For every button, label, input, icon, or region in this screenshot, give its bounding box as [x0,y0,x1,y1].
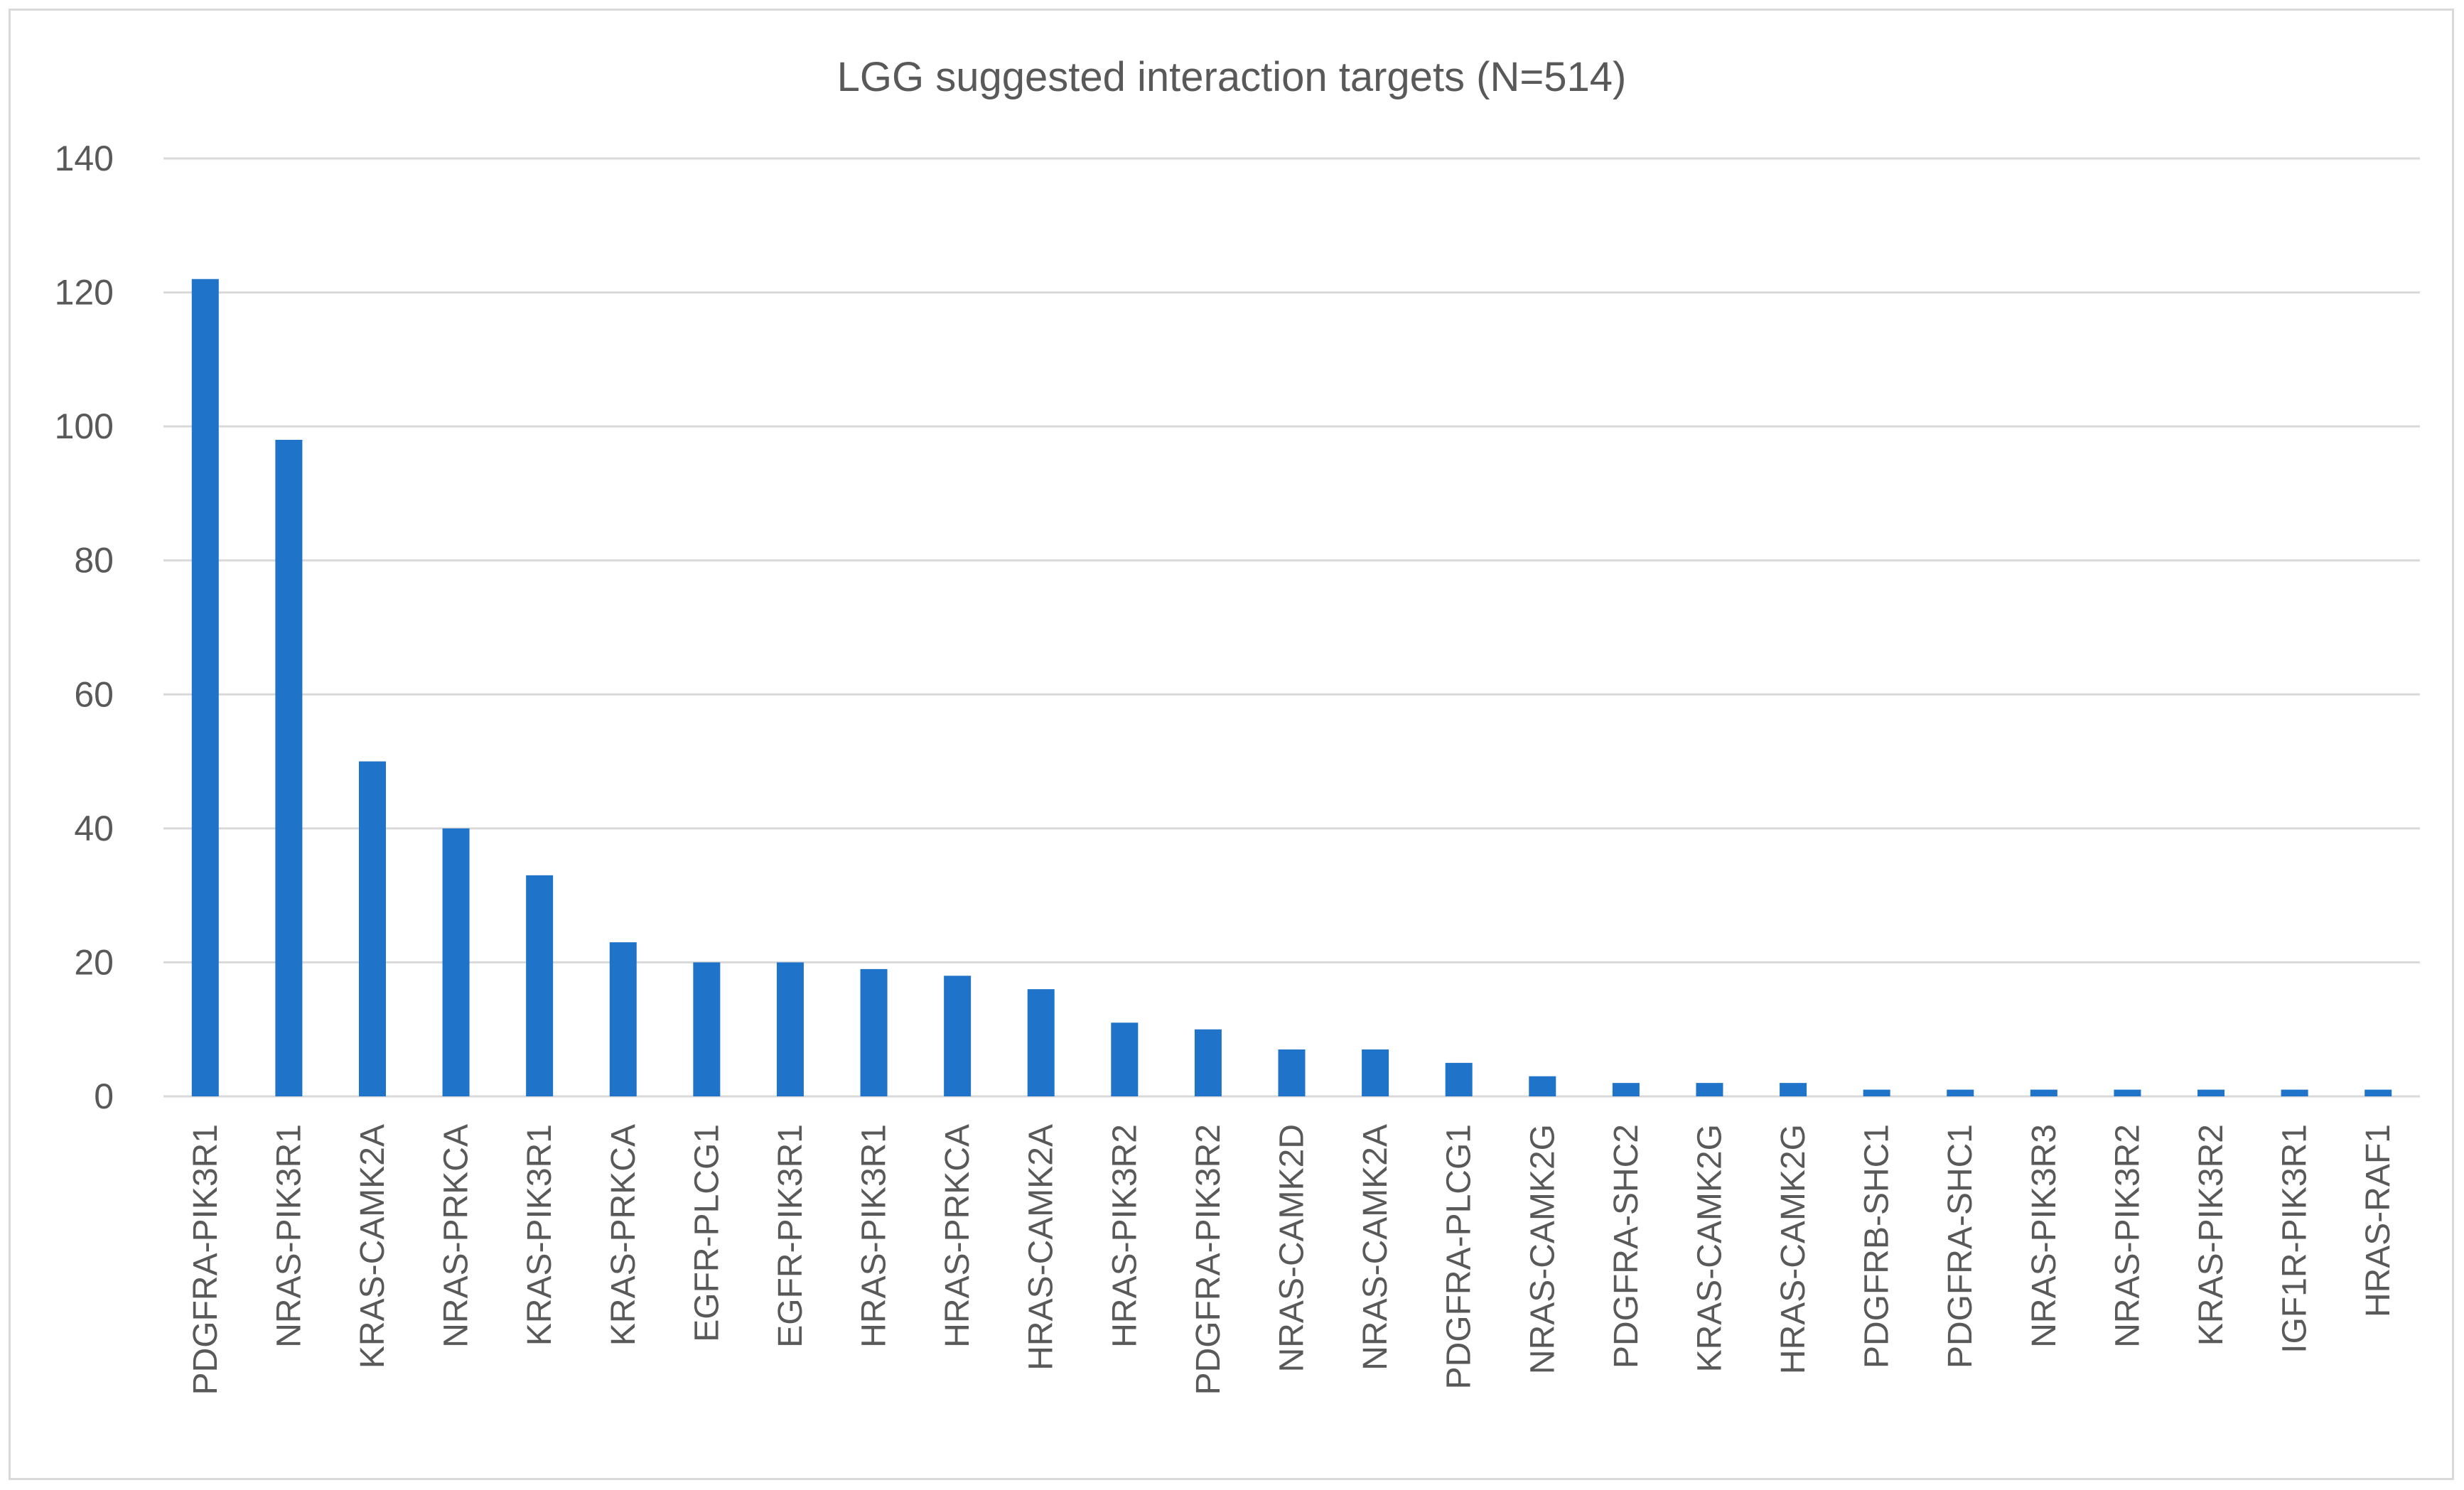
bar [275,440,303,1096]
x-tick-label: NRAS-PIK3R2 [2109,1124,2146,1348]
y-tick-label: 120 [55,273,114,313]
bar [358,761,386,1096]
x-tick-label: KRAS-CAMK2A [354,1124,392,1368]
bar [2114,1089,2141,1096]
bar [1445,1062,1473,1096]
bar [1027,989,1055,1096]
bar [2197,1089,2225,1096]
y-tick-label: 40 [74,809,114,848]
bar [693,962,721,1096]
bar [1111,1022,1139,1096]
bar [1194,1029,1222,1096]
y-tick-label: 80 [74,541,114,581]
x-tick-label: PDGFRA-SHC1 [1942,1124,1979,1368]
bar [1278,1049,1306,1096]
x-tick-label: KRAS-CAMK2G [1691,1124,1728,1372]
bar [1863,1089,1890,1096]
bar [776,962,804,1096]
x-tick-label: HRAS-RAF1 [2360,1124,2397,1317]
x-tick-label: KRAS-PRKCA [605,1124,642,1346]
bar [1529,1076,1556,1096]
bar [2281,1089,2308,1096]
bar [1362,1049,1389,1096]
bar [526,875,554,1096]
x-tick-label: PDGFRA-PLCG1 [1441,1124,1478,1389]
bar [191,279,219,1096]
x-tick-label: NRAS-PRKCA [438,1124,475,1348]
x-tick-label: IGF1R-PIK3R1 [2276,1124,2314,1354]
bar [944,976,972,1096]
x-tick-label: PDGFRA-PIK3R2 [1190,1124,1227,1395]
x-tick-label: NRAS-CAMK2G [1524,1124,1561,1374]
x-tick-label: HRAS-CAMK2A [1023,1124,1060,1371]
bar [1696,1083,1723,1096]
x-tick-label: NRAS-CAMK2A [1357,1124,1394,1371]
bar [609,942,637,1096]
x-axis-tick-labels: PDGFRA-PIK3R1 NRAS-PIK3R1 KRAS-CAMK2A NRAS-… [187,1124,2397,1395]
bar [860,968,888,1096]
x-tick-label: HRAS-PIK3R1 [856,1124,893,1348]
x-tick-label: NRAS-CAMK2D [1274,1124,1311,1372]
x-tick-label: NRAS-PIK3R3 [2025,1124,2063,1348]
x-tick-label: EGFR-PIK3R1 [772,1124,809,1348]
bar [442,828,470,1096]
y-tick-label: 100 [55,406,114,446]
bar [1947,1089,1974,1096]
y-axis-tick-labels: 0 20 40 60 80 100 120 140 [55,139,114,1116]
x-tick-label: KRAS-PIK3R2 [2193,1124,2230,1346]
bars [191,279,2392,1096]
x-tick-label: PDGFRA-PIK3R1 [187,1124,225,1395]
chart-title: LGG suggested interaction targets (N=514… [837,54,1627,100]
x-tick-label: HRAS-PRKCA [939,1124,977,1348]
x-tick-label: KRAS-PIK3R1 [521,1124,559,1346]
x-tick-label: PDGFRA-SHC2 [1608,1124,1645,1368]
y-tick-label: 60 [74,674,114,714]
y-tick-label: 0 [94,1076,114,1116]
x-tick-label: PDGFRB-SHC1 [1858,1124,1896,1368]
x-tick-label: HRAS-PIK3R2 [1106,1124,1144,1348]
x-tick-label: NRAS-PIK3R1 [270,1124,308,1348]
bar [1612,1083,1640,1096]
y-tick-label: 140 [55,139,114,178]
x-tick-label: EGFR-PLCG1 [688,1124,726,1342]
bar [2365,1089,2392,1096]
chart-frame [9,9,2454,1480]
x-tick-label: HRAS-CAMK2G [1775,1124,1812,1374]
y-tick-label: 20 [74,942,114,982]
bar [1780,1083,1807,1096]
gridlines [163,157,2420,1098]
bar [2030,1089,2057,1096]
